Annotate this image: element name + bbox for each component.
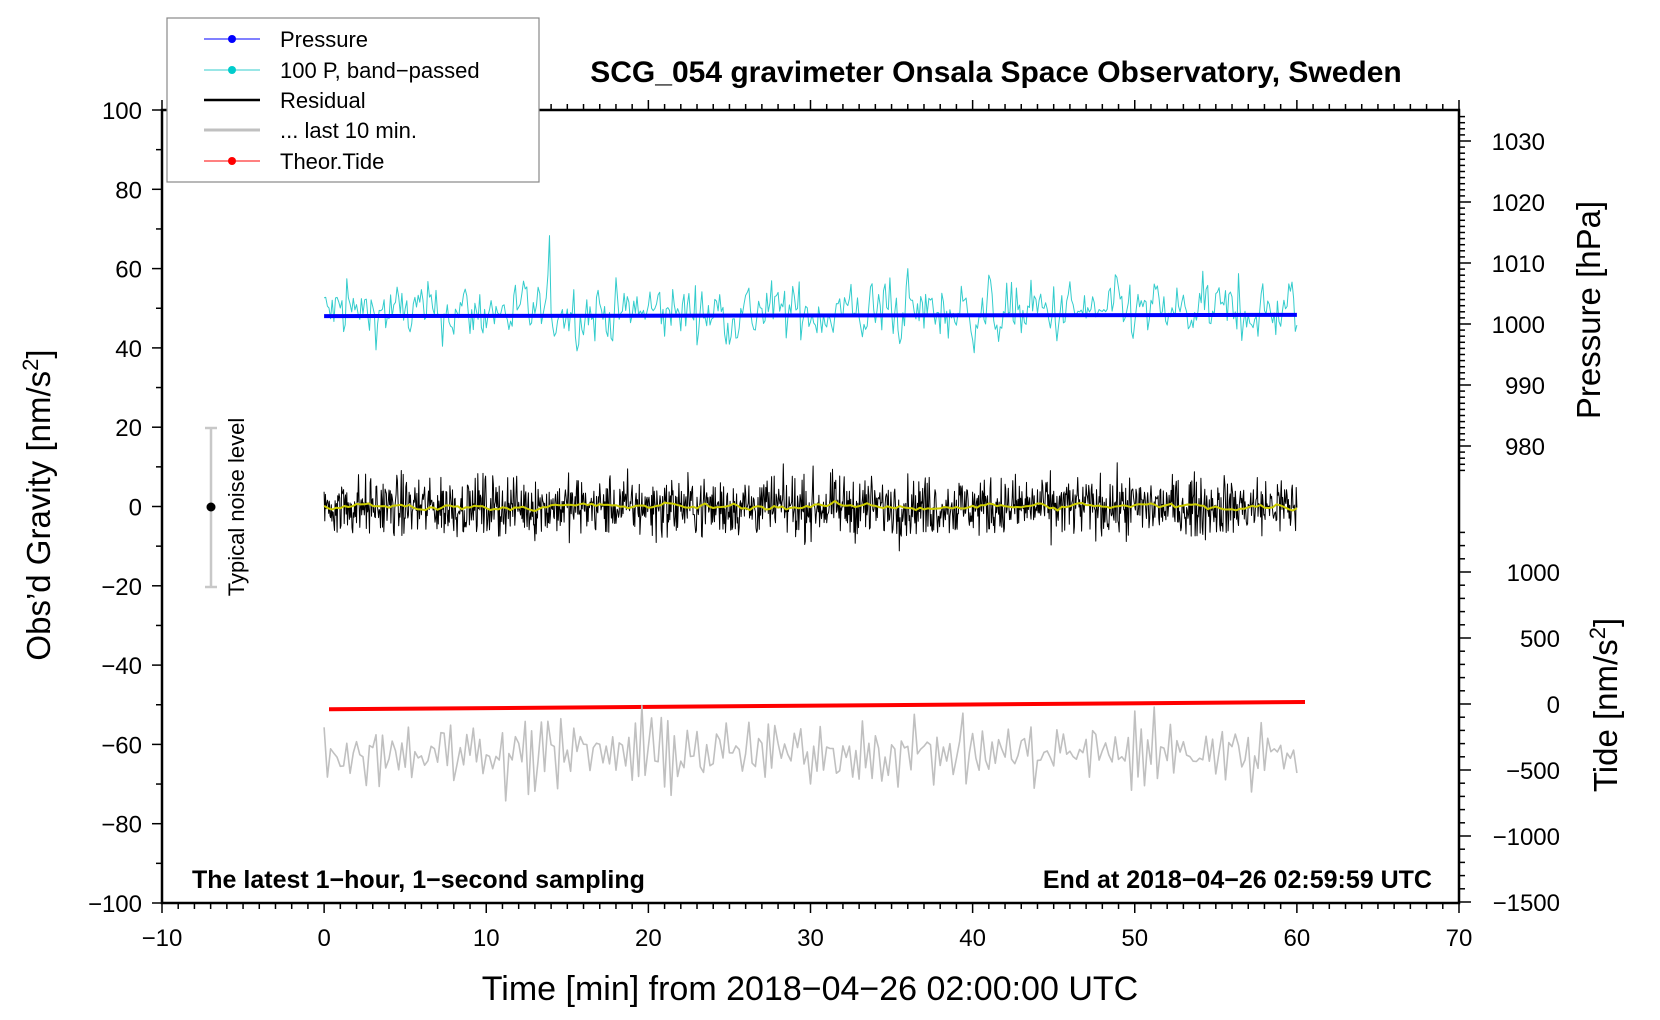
tide-tick-label: −500	[1506, 758, 1560, 785]
y-tick-label: −60	[101, 732, 142, 759]
tide-tick-label: −1000	[1493, 824, 1560, 851]
x-axis-label: Time [min] from 2018−04−26 02:00:00 UTC	[482, 970, 1138, 1008]
chart-title: SCG_054 gravimeter Onsala Space Observat…	[590, 56, 1402, 89]
x-tick-label: 0	[317, 925, 330, 952]
legend-entry-last-10-min: ... last 10 min.	[204, 118, 417, 143]
y-tick-label: −80	[101, 812, 142, 839]
pressure-tick-label: 1010	[1492, 251, 1545, 278]
pressure-line	[324, 312, 1297, 319]
svg-text:Residual: Residual	[280, 88, 366, 113]
x-tick-label: 50	[1121, 925, 1148, 952]
tide-tick-label: 1000	[1507, 560, 1560, 587]
y-tick-label: 60	[115, 257, 142, 284]
y-tick-label: 100	[102, 98, 142, 125]
pressure-tick-label: 990	[1505, 373, 1545, 400]
y-tick-label: −40	[101, 653, 142, 680]
series-layer	[323, 235, 1306, 802]
tide-tick-label: −1500	[1493, 890, 1560, 917]
x-tick-label: 30	[797, 925, 824, 952]
legend-entry-pressure: Pressure	[204, 27, 368, 52]
pressure-tick-label: 980	[1505, 434, 1545, 461]
y-tick-label: −100	[88, 891, 142, 918]
noise-bar-label: Typical noise level	[224, 418, 249, 597]
y-axis-label-pressure: Pressure [hPa]	[1570, 201, 1607, 419]
y-axis-label-tide: Tide [nm/s2]	[1585, 618, 1624, 792]
x-tick-label: 10	[473, 925, 500, 952]
legend-entry-theor-tide: Theor.Tide	[204, 149, 384, 174]
pressure-tick-label: 1030	[1492, 129, 1545, 156]
residual-smoothed-line	[323, 500, 1298, 512]
legend-entry-residual: Residual	[204, 88, 366, 113]
y-tick-label: 40	[115, 336, 142, 363]
annotation-left: The latest 1−hour, 1−second sampling	[192, 866, 645, 894]
x-tick-label: −10	[142, 925, 183, 952]
y-axis-label-left: Obs’d Gravity [nm/s2]	[18, 349, 57, 660]
y-tick-label: −20	[101, 574, 142, 601]
y-tick-label: 80	[115, 177, 142, 204]
svg-text:Pressure: Pressure	[280, 27, 368, 52]
tide-tick-label: 0	[1547, 692, 1560, 719]
noise-bar-center-dot	[206, 502, 216, 512]
last-10-min-line	[323, 704, 1298, 802]
theor-tide-line	[328, 700, 1306, 712]
x-tick-label: 20	[635, 925, 662, 952]
x-tick-label: 60	[1284, 925, 1311, 952]
noise-bar: Typical noise level	[205, 418, 249, 597]
tide-tick-label: 500	[1520, 626, 1560, 653]
plot-frame	[160, 108, 1461, 905]
svg-text:Theor.Tide: Theor.Tide	[280, 149, 384, 174]
pressure-tick-label: 1000	[1492, 312, 1545, 339]
x-tick-label: 40	[959, 925, 986, 952]
axes-layer: −10 0 10 20 30 40 50 60 70100806040200−20−40−60−…	[88, 98, 1560, 952]
pressure-tick-label: 1020	[1492, 190, 1545, 217]
annotation-right: End at 2018−04−26 02:59:59 UTC	[1043, 866, 1432, 894]
y-tick-label: 20	[115, 415, 142, 442]
legend: Pressure 100 P, band−passed Residual ...…	[166, 17, 540, 183]
svg-text:100 P, band−passed: 100 P, band−passed	[280, 58, 480, 83]
band-passed-pressure-line	[323, 235, 1298, 354]
legend-entry-band-passed: 100 P, band−passed	[204, 58, 480, 83]
svg-text:... last 10 min.: ... last 10 min.	[280, 118, 417, 143]
y-tick-label: 0	[129, 495, 142, 522]
x-tick-label: 70	[1446, 925, 1473, 952]
